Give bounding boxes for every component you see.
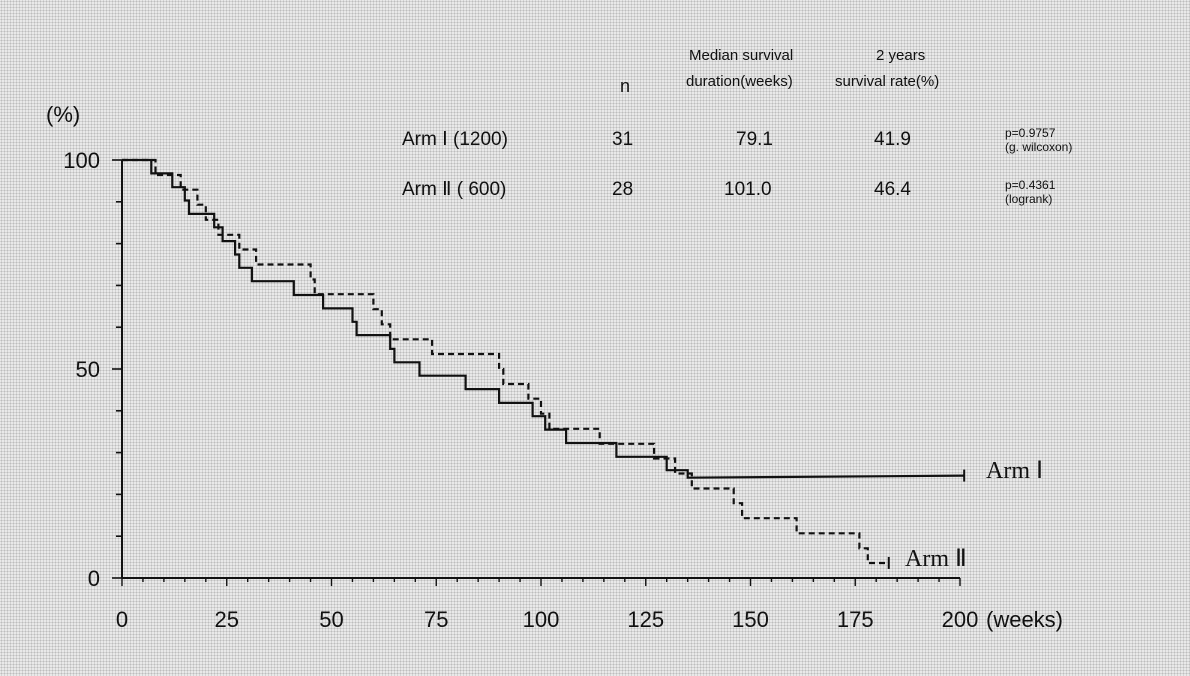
pvalue-2-test: (logrank) [1005,192,1052,206]
axes: 0 50 100 0 25 50 75 100 125 150 175 200 [63,148,978,632]
series-group [122,158,966,569]
x-tick-label: 100 [523,607,560,632]
header-rate-line1: 2 years [876,47,925,64]
x-tick-label: 25 [215,607,239,632]
header-rate-line2: survival rate(%) [835,73,939,90]
pvalue-1-test: (g. wilcoxon) [1005,140,1072,154]
x-tick-label: 125 [627,607,664,632]
header-median-line1: Median survival [689,47,793,64]
series-end-label-arm2: Arm Ⅱ [905,546,967,572]
row1-n: 31 [612,129,633,150]
x-tick-label: 50 [319,607,343,632]
pvalue-1: p=0.9757 [1005,126,1056,140]
series-arm-2 [122,158,889,565]
x-tick-label: 75 [424,607,448,632]
x-tick-label: 150 [732,607,769,632]
row1-rate: 41.9 [874,129,911,150]
row2-median: 101.0 [724,179,772,200]
series-arm-1 [122,158,965,479]
x-axis-unit: (weeks) [986,607,1063,632]
row2-n: 28 [612,179,633,200]
row2-arm: Arm Ⅱ ( 600) [402,179,506,200]
header-n: n [620,76,630,96]
series-end-label-arm1: Arm Ⅰ [986,458,1043,484]
x-tick-label: 0 [116,607,128,632]
stats-table: n Median survival duration(weeks) 2 year… [402,47,1072,206]
row1-arm: Arm Ⅰ (1200) [402,129,508,150]
x-tick-label: 175 [837,607,874,632]
y-axis-label: (%) [46,102,80,127]
pvalue-2: p=0.4361 [1005,178,1056,192]
y-tick-label: 100 [63,148,100,173]
y-tick-label: 50 [76,357,100,382]
row2-rate: 46.4 [874,179,911,200]
x-tick-label: 200 [942,607,979,632]
y-tick-label: 0 [88,566,100,591]
header-median-line2: duration(weeks) [686,73,793,90]
row1-median: 79.1 [736,129,773,150]
